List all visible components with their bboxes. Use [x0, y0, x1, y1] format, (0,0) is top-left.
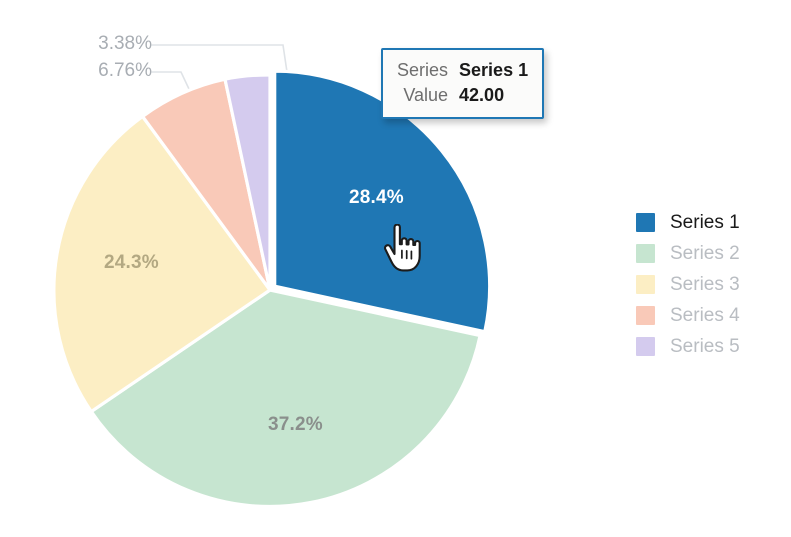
legend-label-series-1: Series 1 [670, 212, 740, 233]
legend-item-series-1[interactable]: Series 1 [636, 207, 740, 238]
legend-item-series-4[interactable]: Series 4 [636, 300, 740, 331]
tooltip-table: Series Series 1 Value 42.00 [397, 58, 528, 108]
pie-slice-series-5[interactable] [223, 73, 272, 291]
legend-label-series-3: Series 3 [670, 274, 740, 295]
pie-slice-series-3[interactable] [52, 114, 273, 414]
legend-swatch-series-4 [636, 306, 655, 325]
tooltip-value-key: Value [403, 85, 449, 106]
legend-swatch-series-5 [636, 337, 655, 356]
legend-item-series-5[interactable]: Series 5 [636, 331, 740, 362]
tooltip-series-key: Series [397, 60, 449, 80]
legend-label-series-5: Series 5 [670, 336, 740, 357]
leader-line-series-5 [151, 44, 288, 73]
legend[interactable]: Series 1 Series 2 Series 3 Series 4 Seri… [636, 207, 740, 362]
legend-swatch-series-2 [636, 244, 655, 263]
tooltip-row-series: Series Series 1 [397, 58, 528, 83]
pie-slice-series-1[interactable] [273, 69, 492, 334]
pie-slices[interactable] [52, 69, 492, 509]
tooltip-series-value: Series 1 [459, 60, 529, 80]
legend-swatch-series-3 [636, 275, 655, 294]
legend-item-series-2[interactable]: Series 2 [636, 238, 740, 269]
legend-label-series-4: Series 4 [670, 305, 740, 326]
tooltip: Series Series 1 Value 42.00 [381, 48, 545, 120]
legend-item-series-3[interactable]: Series 3 [636, 269, 740, 300]
legend-label-series-2: Series 2 [670, 243, 740, 264]
tooltip-value-value: 42.00 [459, 85, 505, 106]
legend-swatch-series-1 [636, 213, 655, 232]
tooltip-row-value: Value 42.00 [397, 83, 528, 108]
pie-slice-series-2[interactable] [89, 288, 482, 509]
